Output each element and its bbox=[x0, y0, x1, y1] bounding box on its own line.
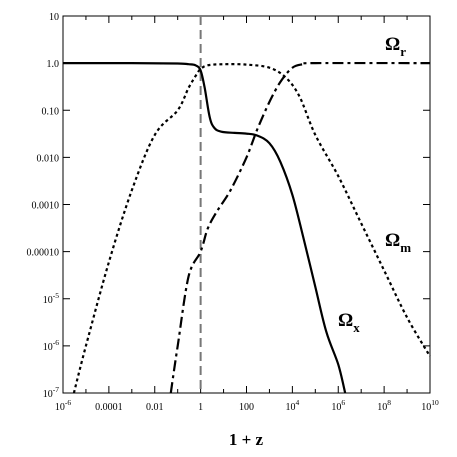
series-label-m: Ωm bbox=[385, 230, 411, 255]
x-tick-label: 0.01 bbox=[146, 402, 164, 413]
x-tick-label: 108 bbox=[377, 398, 391, 413]
x-tick-label: 106 bbox=[331, 398, 345, 413]
y-tick-label: 1.0 bbox=[47, 59, 60, 70]
series-labels: Ωx Ωm Ωr bbox=[338, 34, 411, 335]
x-tick-label: 10-6 bbox=[55, 398, 71, 413]
y-tick-label: 10-5 bbox=[43, 291, 59, 306]
plot-frame bbox=[62, 15, 431, 394]
y-tick-label: 10-7 bbox=[43, 385, 59, 400]
y-tick-label: 10-6 bbox=[43, 338, 59, 353]
x-tick-label: 104 bbox=[286, 398, 300, 413]
y-tick-label: 0.00010 bbox=[27, 248, 60, 259]
y-tick-label: 0.0010 bbox=[32, 201, 60, 212]
x-tick-label: 1010 bbox=[421, 398, 439, 413]
axis-tick-labels: 10-6 0.0001 0.01 1 100 104 106 108 1010101.00.10… bbox=[27, 12, 440, 413]
series-line-r bbox=[169, 61, 431, 394]
y-tick-label: 0.10 bbox=[42, 106, 60, 117]
series-label-x: Ωx bbox=[338, 310, 360, 335]
series-label-r: Ωr bbox=[385, 34, 406, 59]
axis-ticks bbox=[62, 15, 431, 394]
y-tick-label: 10 bbox=[49, 12, 59, 23]
series-line-x bbox=[62, 61, 347, 394]
x-tick-label: 1 bbox=[198, 402, 203, 413]
series-line-m bbox=[72, 63, 431, 394]
x-tick-label: 0.0001 bbox=[95, 402, 123, 413]
series-lines bbox=[62, 61, 431, 394]
x-tick-label: 100 bbox=[239, 402, 254, 413]
y-tick-label: 0.010 bbox=[37, 153, 60, 164]
x-axis-title: 1 + z bbox=[229, 430, 264, 449]
